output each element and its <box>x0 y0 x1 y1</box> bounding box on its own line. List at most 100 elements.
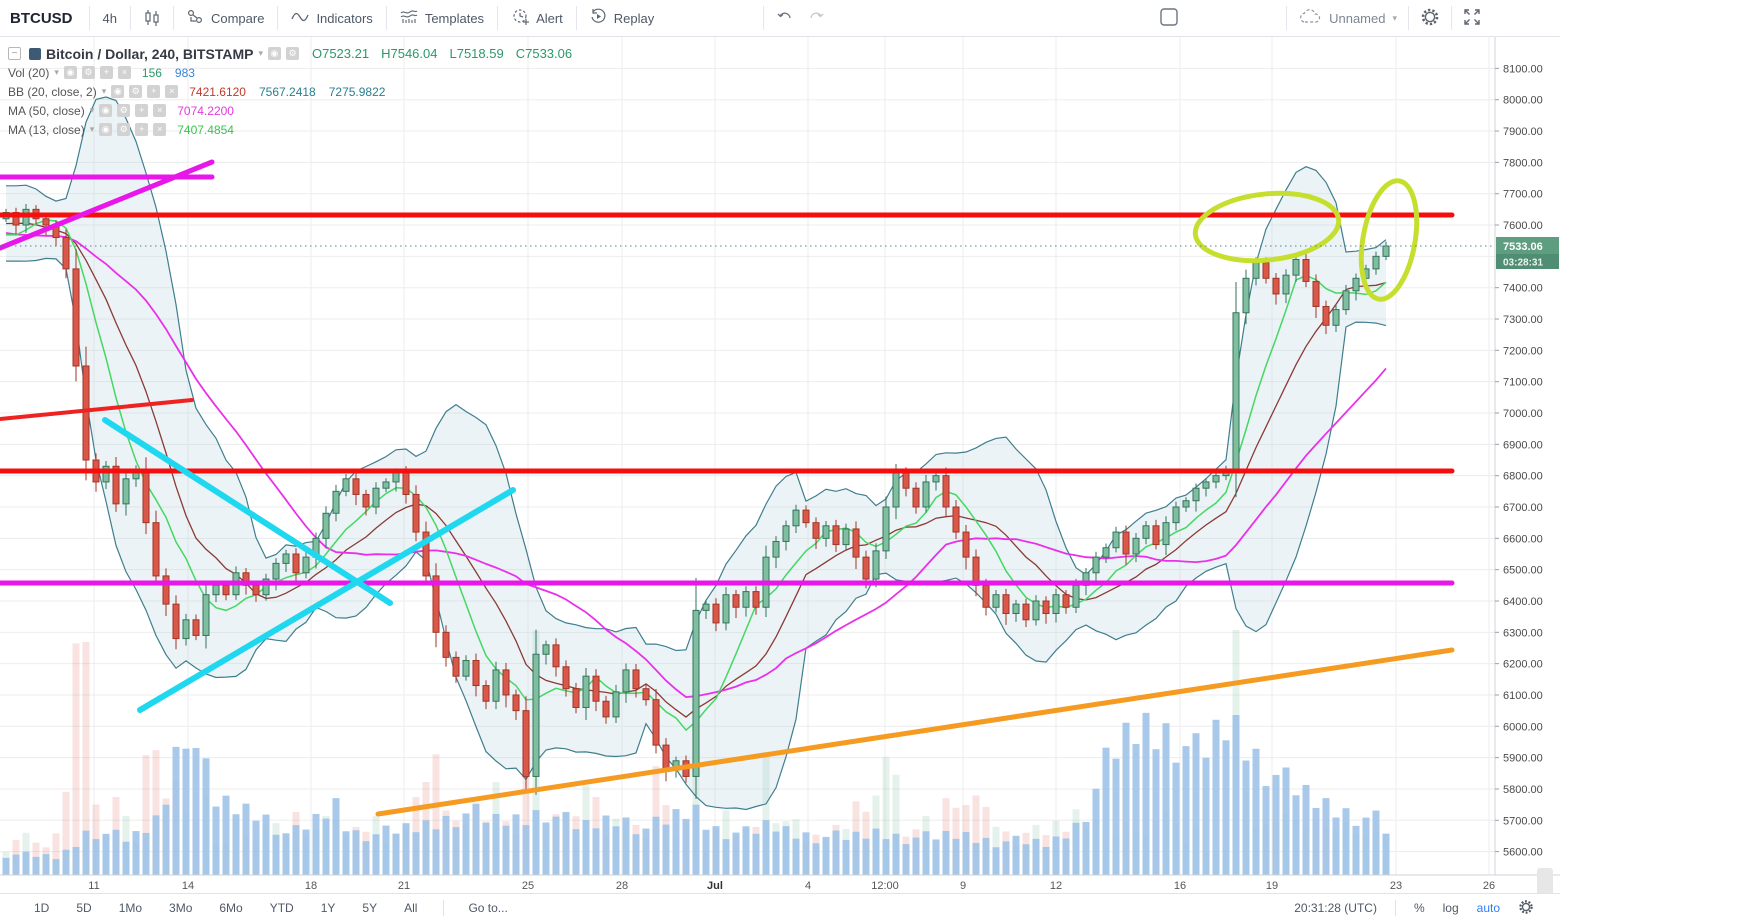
top-toolbar: BTCUSD 4h Compare In <box>0 0 1560 37</box>
log-scale-button[interactable]: log <box>1442 901 1459 915</box>
range-all-button[interactable]: All <box>404 901 418 915</box>
range-1mo-button[interactable]: 1Mo <box>118 901 143 915</box>
undo-button[interactable] <box>764 0 806 36</box>
svg-text:8000.00: 8000.00 <box>1503 95 1543 107</box>
range-5d-button[interactable]: 5D <box>76 901 92 915</box>
cyan-descending-trendline <box>102 417 393 606</box>
chart-canvas[interactable]: 8100.00 8000.00 7900.00 7800.00 7700.00 7600.… <box>0 37 1560 893</box>
svg-text:23: 23 <box>1390 880 1402 892</box>
svg-text:7400.00: 7400.00 <box>1503 283 1543 295</box>
eye-icon[interactable]: ◉ <box>99 104 113 117</box>
svg-text:7700.00: 7700.00 <box>1503 189 1543 201</box>
gear-icon[interactable]: ⚙ <box>117 123 131 136</box>
gear-icon[interactable]: ⚙ <box>129 85 143 98</box>
chevron-down-icon: ▾ <box>89 105 95 115</box>
indicators-button[interactable]: Indicators <box>278 0 385 36</box>
range-1d-button[interactable]: 1D <box>34 901 50 915</box>
chart-style-button[interactable] <box>131 0 173 36</box>
goto-button[interactable]: Go to... <box>468 901 508 915</box>
divider <box>497 6 499 30</box>
replay-button[interactable]: Replay <box>577 0 667 36</box>
eye-icon[interactable]: ◉ <box>63 66 77 79</box>
chevron-down-icon: ▾ <box>54 67 59 77</box>
gear-icon[interactable]: ⚙ <box>117 104 131 117</box>
svg-text:7300.00: 7300.00 <box>1503 314 1543 326</box>
close-icon[interactable]: × <box>165 85 179 98</box>
plus-icon[interactable]: + <box>135 104 149 117</box>
plus-icon[interactable]: + <box>99 66 113 79</box>
close-icon[interactable]: × <box>153 104 167 117</box>
redo-button[interactable] <box>806 0 837 36</box>
svg-text:9: 9 <box>960 880 966 892</box>
ma13-label[interactable]: MA (13, close) <box>8 122 85 137</box>
svg-text:6500.00: 6500.00 <box>1503 565 1543 577</box>
short-red-trendline <box>0 398 194 421</box>
compare-button[interactable]: Compare <box>174 0 277 36</box>
bottom-toolbar: 1D 5D 1Mo 3Mo 6Mo YTD 1Y 5Y All Go to... 20:31:2… <box>0 893 1560 922</box>
eye-icon[interactable]: ◉ <box>267 47 281 60</box>
price-axis[interactable]: 8100.00 8000.00 7900.00 7800.00 7700.00 7600.… <box>1495 63 1559 859</box>
clock-label[interactable]: 20:31:28 (UTC) <box>1294 901 1377 915</box>
candlestick-icon <box>144 9 160 27</box>
bb-basis-value: 7421.6120 <box>189 84 246 99</box>
layout-button[interactable] <box>1148 0 1190 36</box>
compare-label: Compare <box>210 10 265 26</box>
cloud-save-button[interactable]: Unnamed ▾ <box>1287 0 1408 36</box>
svg-text:6600.00: 6600.00 <box>1503 533 1543 545</box>
range-1y-button[interactable]: 1Y <box>320 901 336 915</box>
gear-icon[interactable]: ⚙ <box>285 47 299 60</box>
legend-title-row: − Bitcoin / Dollar, 240, BITSTAMP ▾ ◉ ⚙ … <box>8 44 572 63</box>
svg-text:Jul: Jul <box>707 880 723 892</box>
svg-text:7600.00: 7600.00 <box>1503 220 1543 232</box>
chevron-down-icon: ▾ <box>89 124 95 134</box>
range-6mo-button[interactable]: 6Mo <box>219 901 243 915</box>
svg-text:7800.00: 7800.00 <box>1503 157 1543 169</box>
price-chart-svg[interactable]: 8100.00 8000.00 7900.00 7800.00 7700.00 7600.… <box>0 37 1560 893</box>
volume-label[interactable]: Vol (20) <box>8 65 50 80</box>
volume-value: 156 <box>141 65 162 80</box>
svg-text:7900.00: 7900.00 <box>1503 126 1543 138</box>
alert-button[interactable]: Alert <box>498 0 576 36</box>
gear-icon[interactable] <box>1518 899 1534 918</box>
svg-text:4: 4 <box>805 880 811 892</box>
close-icon[interactable]: × <box>117 66 131 79</box>
collapse-icon[interactable]: − <box>8 47 21 60</box>
layout-square-icon <box>1159 7 1179 30</box>
interval-button[interactable]: 4h <box>102 10 117 26</box>
chevron-down-icon: ▾ <box>1392 12 1397 23</box>
plus-icon[interactable]: + <box>147 85 161 98</box>
divider <box>88 6 90 30</box>
ma50-value: 7074.2200 <box>177 103 234 118</box>
svg-text:6900.00: 6900.00 <box>1503 439 1543 451</box>
eye-icon[interactable]: ◉ <box>111 85 125 98</box>
redo-icon <box>808 10 824 27</box>
ma50-label[interactable]: MA (50, close) <box>8 103 85 118</box>
range-ytd-button[interactable]: YTD <box>269 901 294 915</box>
symbol-title[interactable]: Bitcoin / Dollar, 240, BITSTAMP <box>46 45 254 62</box>
divider <box>385 6 387 30</box>
high-value: H7546.04 <box>381 46 438 61</box>
time-axis[interactable]: 11 14 18 21 25 28 Jul 4 12:00 9 12 16 19 23 26 <box>88 880 1495 892</box>
gear-icon[interactable]: ⚙ <box>81 66 95 79</box>
svg-text:8100.00: 8100.00 <box>1503 63 1543 75</box>
footer-right: 20:31:28 (UTC) % log auto <box>1294 899 1534 918</box>
eye-icon[interactable]: ◉ <box>99 123 113 136</box>
close-icon[interactable]: × <box>153 123 167 136</box>
svg-text:6100.00: 6100.00 <box>1503 690 1543 702</box>
templates-button[interactable]: Templates <box>387 0 497 36</box>
divider <box>1394 900 1396 916</box>
range-5y-button[interactable]: 5Y <box>362 901 378 915</box>
replay-icon <box>590 8 607 28</box>
gear-icon <box>1420 7 1440 30</box>
auto-scale-button[interactable]: auto <box>1476 901 1500 915</box>
highlight-ellipse-current <box>1358 178 1420 302</box>
bb-label[interactable]: BB (20, close, 2) <box>8 84 97 99</box>
ohlc-values: O7523.21 H7546.04 L7518.59 C7533.06 <box>312 46 572 61</box>
plus-icon[interactable]: + <box>135 123 149 136</box>
symbol-button[interactable]: BTCUSD <box>10 9 73 27</box>
svg-text:6800.00: 6800.00 <box>1503 471 1543 483</box>
fullscreen-button[interactable] <box>1452 0 1492 36</box>
percent-scale-button[interactable]: % <box>1413 901 1425 915</box>
range-3mo-button[interactable]: 3Mo <box>169 901 193 915</box>
settings-button[interactable] <box>1409 0 1451 36</box>
